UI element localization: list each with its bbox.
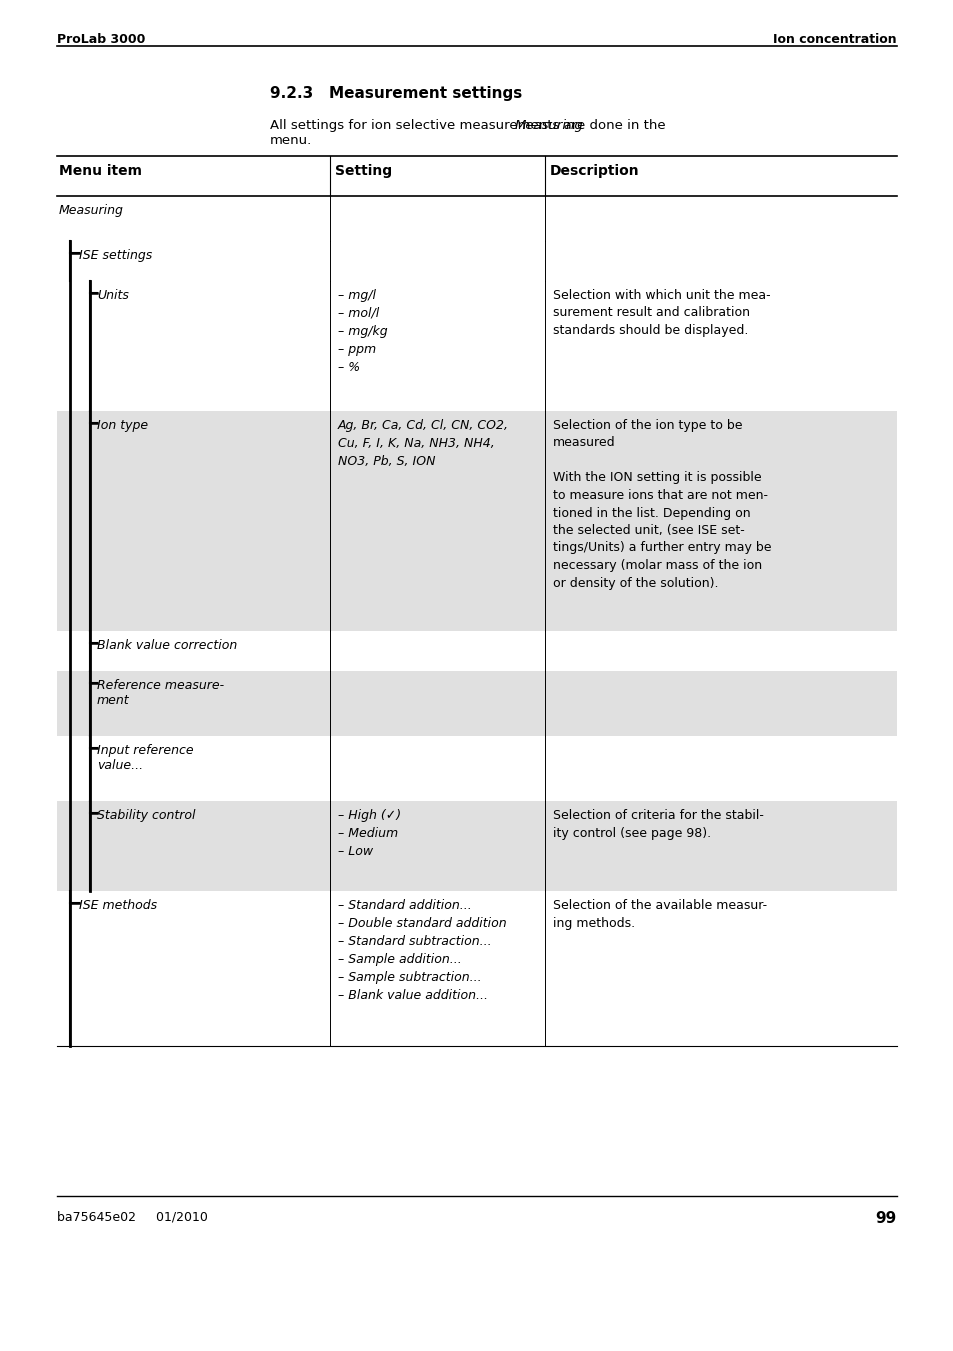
Text: Description: Description xyxy=(550,163,639,178)
Text: ISE methods: ISE methods xyxy=(79,898,157,912)
Text: Menu item: Menu item xyxy=(59,163,142,178)
Bar xyxy=(57,411,896,631)
Text: Setting: Setting xyxy=(335,163,392,178)
Text: Ion concentration: Ion concentration xyxy=(773,32,896,46)
Text: – High (✓)
– Medium
– Low: – High (✓) – Medium – Low xyxy=(337,809,400,858)
Bar xyxy=(57,281,896,411)
Bar xyxy=(57,240,896,281)
Bar xyxy=(57,736,896,801)
Bar xyxy=(57,892,896,1046)
Bar xyxy=(57,801,896,892)
Text: Input reference
value...: Input reference value... xyxy=(97,744,193,771)
Text: menu.: menu. xyxy=(270,134,312,147)
Text: Measuring: Measuring xyxy=(59,204,124,218)
Bar xyxy=(57,631,896,671)
Text: Units: Units xyxy=(97,289,129,303)
Text: Selection of criteria for the stabil-
ity control (see page 98).: Selection of criteria for the stabil- it… xyxy=(553,809,763,839)
Text: ISE settings: ISE settings xyxy=(79,249,152,262)
Text: ba75645e02     01/2010: ba75645e02 01/2010 xyxy=(57,1210,208,1224)
Bar xyxy=(57,196,896,240)
Text: Reference measure-
ment: Reference measure- ment xyxy=(97,680,224,707)
Text: – Standard addition...
– Double standard addition
– Standard subtraction...
– Sa: – Standard addition... – Double standard… xyxy=(337,898,506,1002)
Text: ProLab 3000: ProLab 3000 xyxy=(57,32,145,46)
Text: Blank value correction: Blank value correction xyxy=(97,639,237,653)
Text: 99: 99 xyxy=(875,1210,896,1225)
Bar xyxy=(57,155,896,196)
Bar xyxy=(57,671,896,736)
Text: Selection with which unit the mea-
surement result and calibration
standards sho: Selection with which unit the mea- surem… xyxy=(553,289,770,336)
Text: Stability control: Stability control xyxy=(97,809,195,821)
Text: Measuring: Measuring xyxy=(515,119,583,132)
Text: – mg/l
– mol/l
– mg/kg
– ppm
– %: – mg/l – mol/l – mg/kg – ppm – % xyxy=(337,289,387,374)
Text: All settings for ion selective measurements are done in the: All settings for ion selective measureme… xyxy=(270,119,669,132)
Text: 9.2.3   Measurement settings: 9.2.3 Measurement settings xyxy=(270,86,521,101)
Text: Selection of the ion type to be
measured

With the ION setting it is possible
to: Selection of the ion type to be measured… xyxy=(553,419,771,589)
Text: Selection of the available measur-
ing methods.: Selection of the available measur- ing m… xyxy=(553,898,766,929)
Text: Ion type: Ion type xyxy=(97,419,148,432)
Text: Ag, Br, Ca, Cd, Cl, CN, CO2,
Cu, F, I, K, Na, NH3, NH4,
NO3, Pb, S, ION: Ag, Br, Ca, Cd, Cl, CN, CO2, Cu, F, I, K… xyxy=(337,419,509,467)
